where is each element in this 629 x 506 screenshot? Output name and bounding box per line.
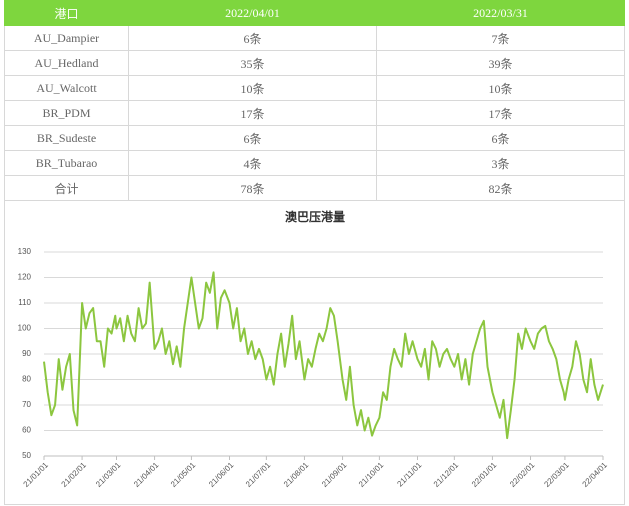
x-tick-label: 21/07/01 — [244, 460, 273, 489]
y-tick-label: 90 — [22, 349, 31, 358]
y-tick-label: 70 — [22, 400, 31, 409]
x-tick-label: 22/03/01 — [542, 460, 571, 489]
x-tick-label: 22/04/01 — [581, 460, 610, 489]
table-row: BR_Tubarao 4条 3条 — [4, 150, 625, 176]
y-tick-label: 100 — [18, 324, 32, 333]
table-row: BR_PDM 17条 17条 — [4, 100, 625, 126]
table-cell: AU_Hedland — [4, 50, 129, 76]
x-tick-label: 21/10/01 — [357, 460, 386, 489]
x-tick-label: 21/08/01 — [282, 460, 311, 489]
table-cell: BR_Sudeste — [4, 125, 129, 151]
table-row: BR_Sudeste 6条 6条 — [4, 125, 625, 151]
chart: 澳巴压港量 50 60 70 80 90 100 110 120 130 21/01/01 21/0… — [18, 209, 610, 489]
table-cell: 17条 — [376, 100, 625, 126]
port-table: 港口 2022/04/01 2022/03/31 AU_Dampier 6条 7条 AU_H… — [4, 0, 625, 201]
y-tick-label: 120 — [18, 273, 32, 282]
table-cell: BR_Tubarao — [4, 150, 129, 176]
table-cell: 6条 — [376, 125, 625, 151]
series-line — [43, 271, 604, 440]
table-cell: 10条 — [128, 75, 377, 101]
x-tick-label: 21/04/01 — [132, 460, 161, 489]
x-tick-label: 21/01/01 — [22, 460, 51, 489]
table-cell: 82条 — [376, 175, 625, 201]
x-tick-label: 22/02/01 — [508, 460, 537, 489]
table-cell: 4条 — [128, 150, 377, 176]
header-cell: 港口 — [4, 0, 129, 26]
y-tick-label: 110 — [18, 298, 31, 307]
header-cell: 2022/03/31 — [376, 0, 625, 26]
table-row: AU_Dampier 6条 7条 — [4, 25, 625, 51]
table-cell: 6条 — [128, 25, 377, 51]
x-tick-label: 21/09/01 — [320, 460, 349, 489]
y-tick-label: 50 — [22, 451, 31, 460]
y-tick-label: 130 — [18, 247, 32, 256]
x-tick-label: 22/01/01 — [470, 460, 499, 489]
table-cell: 17条 — [128, 100, 377, 126]
x-tick-label: 21/03/01 — [94, 460, 123, 489]
table-cell: 35条 — [128, 50, 377, 76]
y-tick-label: 80 — [22, 375, 31, 384]
header-row: 港口 2022/04/01 2022/03/31 — [4, 0, 625, 26]
header-cell: 2022/04/01 — [128, 0, 377, 26]
x-tick-label: 21/11/01 — [395, 460, 423, 488]
table-cell: AU_Walcott — [4, 75, 129, 101]
table-row: AU_Walcott 10条 10条 — [4, 75, 625, 101]
table-cell: 39条 — [376, 50, 625, 76]
table-row: AU_Hedland 35条 39条 — [4, 50, 625, 76]
table-cell: 3条 — [376, 150, 625, 176]
y-tick-label: 60 — [22, 426, 31, 435]
chart-panel: 澳巴压港量 50 60 70 80 90 100 110 120 130 21/01/01 21/0… — [4, 200, 625, 505]
table-cell: 7条 — [376, 25, 625, 51]
table-cell: 6条 — [128, 125, 377, 151]
x-tick-label: 21/06/01 — [207, 460, 236, 489]
table-cell: 10条 — [376, 75, 625, 101]
x-tick-label: 21/02/01 — [60, 460, 89, 489]
table-cell: AU_Dampier — [4, 25, 129, 51]
table-row: 合计 78条 82条 — [4, 175, 625, 201]
x-tick-label: 21/12/01 — [432, 460, 461, 489]
table-cell: 78条 — [128, 175, 377, 201]
chart-title: 澳巴压港量 — [285, 209, 345, 224]
x-tick-label: 21/05/01 — [169, 460, 198, 489]
table-cell: 合计 — [4, 175, 129, 201]
table-cell: BR_PDM — [4, 100, 129, 126]
